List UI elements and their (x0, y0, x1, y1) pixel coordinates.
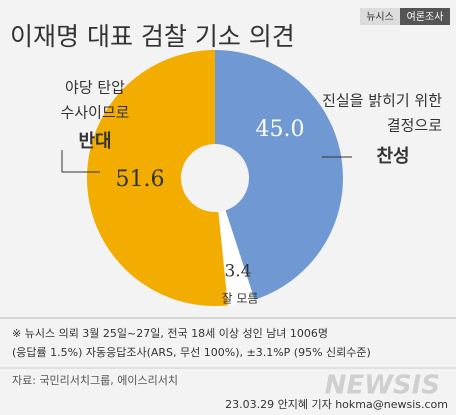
footnote: (응답률 1.5%) 자동응답조사(ARS, 무선 100%), ±3.1%P … (12, 346, 371, 359)
category-description: 진실을 밝히기 위한 (322, 92, 442, 110)
footnote: ※ 뉴시스 의뢰 3월 25일~27일, 전국 18세 이상 성인 남녀 100… (12, 326, 328, 340)
category-description: 결정으로 (387, 117, 442, 135)
leader-line (61, 150, 100, 173)
credit: 23.03.29 안지혜 기자 hokma@newsis.com (225, 398, 448, 411)
badge-text: 여론조사 (407, 11, 444, 23)
category-description: 수사이므로 (60, 104, 129, 122)
value-label: 45.0 (256, 117, 305, 142)
category-label: 찬성 (376, 146, 409, 167)
category-label: 잘 모름 (222, 292, 259, 306)
badge-box (400, 8, 450, 25)
slice (86, 50, 228, 306)
slice (218, 210, 255, 306)
value-label: 51.6 (116, 167, 165, 192)
category-description: 야당 탄압 (65, 79, 125, 97)
badge-box (360, 8, 400, 25)
badge-text: 뉴시스 (366, 11, 394, 23)
category-label: 반대 (78, 131, 111, 152)
slice (215, 50, 343, 300)
watermark: NEWSIS (325, 371, 440, 401)
title: 이재명 대표 검찰 기소 의견 (10, 22, 295, 51)
value-label: 3.4 (224, 262, 251, 282)
source: 자료: 국민리서치그룹, 에이스리서치 (12, 374, 178, 387)
